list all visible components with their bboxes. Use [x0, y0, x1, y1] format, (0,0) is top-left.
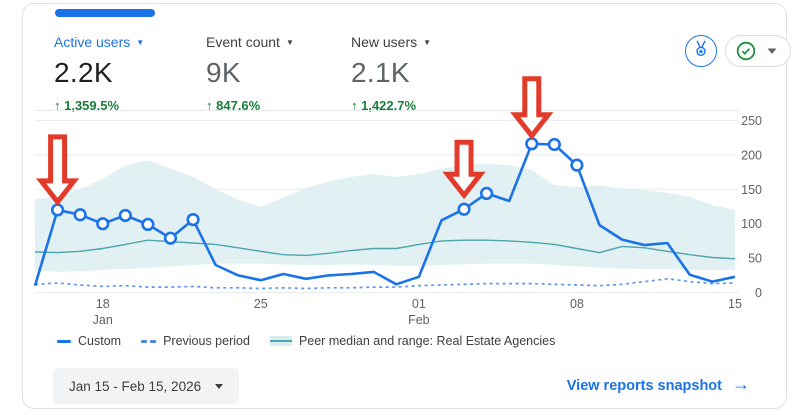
- link-label: View reports snapshot: [566, 377, 722, 394]
- legend-label: Peer median and range: Real Estate Agenc…: [298, 334, 556, 348]
- chart-legend: Custom Previous period Peer median and r…: [57, 334, 555, 348]
- chevron-down-icon: [767, 48, 777, 54]
- svg-text:150: 150: [741, 183, 762, 197]
- legend-label: Custom: [78, 334, 122, 348]
- view-reports-snapshot-link[interactable]: View reports snapshot →: [566, 374, 750, 396]
- svg-text:50: 50: [748, 252, 762, 266]
- svg-text:01: 01: [412, 297, 426, 311]
- svg-text:18: 18: [96, 297, 110, 311]
- metric-selector-active-users[interactable]: Active users ▼: [54, 34, 144, 50]
- svg-text:100: 100: [741, 217, 762, 231]
- metric-label: Event count: [206, 34, 280, 50]
- solid-line-swatch-icon: [57, 339, 71, 343]
- metric-new-users: New users ▼ 2.1K ↑ 1,422.7%: [351, 34, 431, 113]
- svg-text:0: 0: [755, 286, 762, 300]
- data-quality-button[interactable]: [725, 35, 791, 67]
- metric-selector-new-users[interactable]: New users ▼: [351, 34, 431, 50]
- svg-text:250: 250: [741, 114, 762, 128]
- metric-value: 2.2K: [54, 57, 113, 88]
- metric-delta: ↑ 1,359.5%: [54, 98, 120, 113]
- legend-label: Previous period: [163, 334, 250, 348]
- chevron-down-icon: [215, 383, 224, 389]
- medal-icon: [691, 39, 711, 64]
- metric-label: Active users: [54, 34, 131, 50]
- legend-item-peer-median: Peer median and range: Real Estate Agenc…: [269, 334, 556, 348]
- legend-item-custom: Custom: [57, 334, 121, 348]
- legend-item-previous-period: Previous period: [141, 334, 250, 348]
- band-line-swatch-icon: [269, 336, 292, 346]
- check-circle-icon: [736, 41, 756, 61]
- metric-selector-event-count[interactable]: Event count ▼: [206, 34, 294, 50]
- svg-text:Feb: Feb: [408, 313, 430, 327]
- svg-text:25: 25: [254, 297, 268, 311]
- svg-text:200: 200: [741, 148, 762, 162]
- metric-value: 2.1K: [351, 57, 410, 88]
- metric-label: New users: [351, 34, 418, 50]
- svg-text:Jan: Jan: [93, 313, 113, 327]
- date-range-label: Jan 15 - Feb 15, 2026: [69, 378, 202, 394]
- metric-event-count: Event count ▼ 9K ↑ 847.6%: [206, 34, 294, 113]
- date-range-selector[interactable]: Jan 15 - Feb 15, 2026: [53, 368, 240, 404]
- chevron-down-icon[interactable]: ▼: [423, 38, 432, 47]
- benchmarking-button[interactable]: [685, 35, 717, 67]
- chevron-down-icon[interactable]: ▼: [136, 38, 145, 47]
- metric-delta: ↑ 1,422.7%: [351, 98, 417, 113]
- metric-active-users: Active users ▼ 2.2K ↑ 1,359.5%: [54, 34, 144, 113]
- active-metric-tab-indicator: [55, 9, 155, 17]
- svg-text:15: 15: [728, 297, 742, 311]
- metric-value: 9K: [206, 57, 241, 88]
- metric-delta: ↑ 847.6%: [206, 98, 261, 113]
- arrow-right-icon: →: [732, 374, 750, 394]
- svg-text:08: 08: [570, 297, 584, 311]
- dashed-line-swatch-icon: [141, 339, 157, 343]
- chevron-down-icon[interactable]: ▼: [285, 38, 294, 47]
